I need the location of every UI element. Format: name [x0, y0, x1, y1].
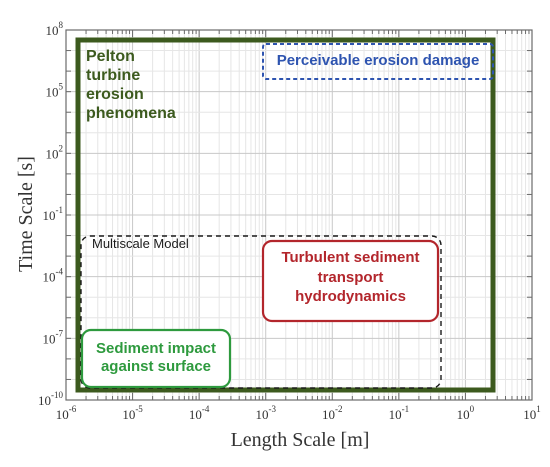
- label-pelton-line: phenomena: [86, 104, 176, 122]
- x-tick-label: 10-1: [389, 404, 410, 422]
- label-impact-line: against surface: [100, 357, 212, 375]
- region-turbulent: [261, 239, 440, 323]
- x-tick-label: 101: [523, 404, 541, 422]
- label-pelton-line: erosion: [86, 85, 144, 103]
- region-erosion: [262, 43, 494, 80]
- y-axis-label: Time Scale [s]: [15, 156, 37, 272]
- x-tick-label: 10-6: [56, 404, 77, 422]
- x-tick-label: 10-2: [322, 404, 343, 422]
- label-pelton-line: Pelton: [86, 48, 135, 65]
- label-pelton: Pelton turbine erosion phenomena: [86, 48, 176, 124]
- label-erosion: Perceivable erosion damage: [276, 52, 480, 69]
- label-impact-line: Sediment impact: [95, 340, 217, 357]
- y-tick-labels: 108 105 102 10-1 10-4 10-7 10-10: [38, 20, 64, 408]
- label-impact: Sediment impact against surface: [82, 340, 230, 375]
- y-tick-label: 108: [46, 20, 64, 38]
- x-tick-label: 10-5: [122, 404, 143, 422]
- region-multiscale: [80, 235, 442, 389]
- x-tick-labels: 10-6 10-5 10-4 10-3 10-2 10-1 100 101: [56, 404, 541, 422]
- y-tick-label: 10-10: [38, 390, 63, 408]
- y-tick-label: 10-4: [43, 267, 64, 285]
- x-axis-label: Length Scale [m]: [231, 429, 370, 451]
- y-tick-label: 102: [46, 143, 64, 161]
- ticks: [65, 29, 532, 401]
- label-turbulent-line: hydrodynamics: [295, 288, 406, 305]
- label-turbulent: Turbulent sediment transport hydrodynami…: [263, 248, 438, 307]
- region-pelton: [75, 37, 496, 393]
- y-tick-label: 10-7: [43, 328, 64, 346]
- label-turbulent-line: transport: [317, 268, 384, 286]
- label-pelton-line: turbine: [86, 66, 141, 84]
- x-tick-label: 100: [457, 404, 475, 422]
- x-tick-label: 10-4: [189, 404, 210, 422]
- label-multiscale: Multiscale Model: [92, 236, 189, 251]
- y-tick-label: 10-1: [43, 205, 64, 223]
- x-tick-label: 10-3: [255, 404, 276, 422]
- label-turbulent-line: Turbulent sediment: [281, 249, 420, 266]
- region-impact: [80, 328, 232, 389]
- y-tick-label: 105: [46, 82, 64, 100]
